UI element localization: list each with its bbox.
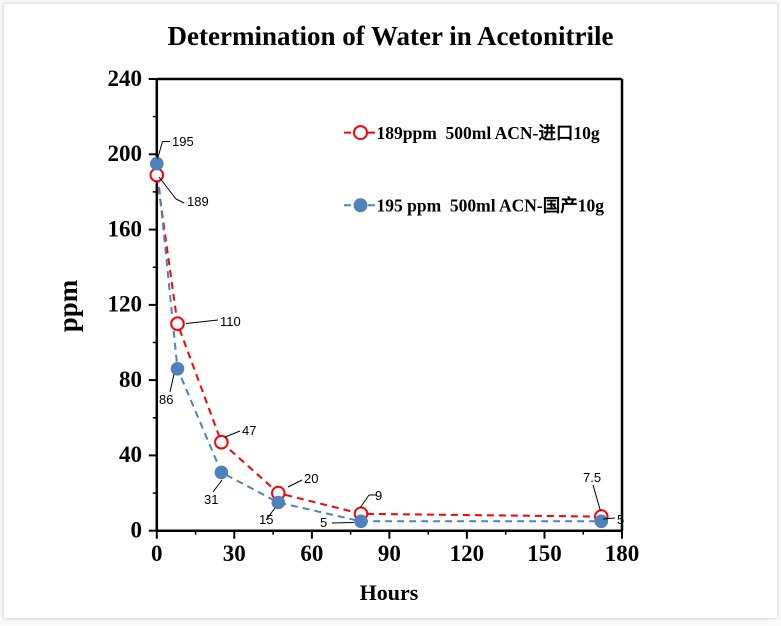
svg-text:0: 0 <box>131 518 143 543</box>
svg-text:9: 9 <box>375 488 382 503</box>
svg-text:47: 47 <box>242 423 256 438</box>
svg-text:200: 200 <box>108 141 143 166</box>
svg-text:110: 110 <box>220 314 241 329</box>
svg-text:60: 60 <box>300 541 323 566</box>
svg-text:86: 86 <box>159 392 173 407</box>
svg-text:160: 160 <box>108 216 143 241</box>
svg-text:195 ppm 500ml ACN-国产10g: 195 ppm 500ml ACN-国产10g <box>377 196 605 216</box>
svg-text:180: 180 <box>605 541 640 566</box>
svg-text:7.5: 7.5 <box>583 470 601 485</box>
svg-text:90: 90 <box>378 541 401 566</box>
svg-text:240: 240 <box>108 66 143 91</box>
svg-text:30: 30 <box>223 541 246 566</box>
svg-text:31: 31 <box>204 492 218 507</box>
svg-text:40: 40 <box>119 442 142 467</box>
svg-text:120: 120 <box>450 541 485 566</box>
svg-text:189ppm 500ml ACN-进口10g: 189ppm 500ml ACN-进口10g <box>377 123 600 143</box>
svg-text:5: 5 <box>617 512 624 527</box>
svg-text:150: 150 <box>527 541 562 566</box>
svg-text:15: 15 <box>259 512 273 527</box>
svg-text:ppm: ppm <box>53 279 83 332</box>
svg-text:195: 195 <box>172 134 194 149</box>
svg-text:80: 80 <box>119 367 142 392</box>
svg-text:120: 120 <box>108 292 143 317</box>
svg-text:20: 20 <box>304 471 318 486</box>
svg-text:189: 189 <box>187 194 209 209</box>
svg-text:5: 5 <box>320 515 327 530</box>
svg-text:Hours: Hours <box>360 580 419 605</box>
svg-text:0: 0 <box>151 541 163 566</box>
